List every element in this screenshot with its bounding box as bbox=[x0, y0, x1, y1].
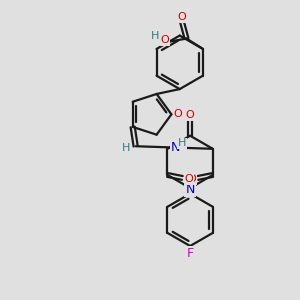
Text: H: H bbox=[122, 143, 130, 153]
Text: N: N bbox=[171, 141, 181, 154]
Text: O: O bbox=[186, 110, 194, 120]
Text: O: O bbox=[178, 12, 187, 22]
Text: O: O bbox=[184, 174, 193, 184]
Text: F: F bbox=[187, 247, 194, 260]
Text: O: O bbox=[160, 35, 169, 45]
Text: H: H bbox=[151, 31, 159, 40]
Text: O: O bbox=[174, 109, 182, 119]
Text: O: O bbox=[187, 174, 196, 184]
Text: H: H bbox=[178, 139, 187, 148]
Text: N: N bbox=[185, 183, 195, 196]
